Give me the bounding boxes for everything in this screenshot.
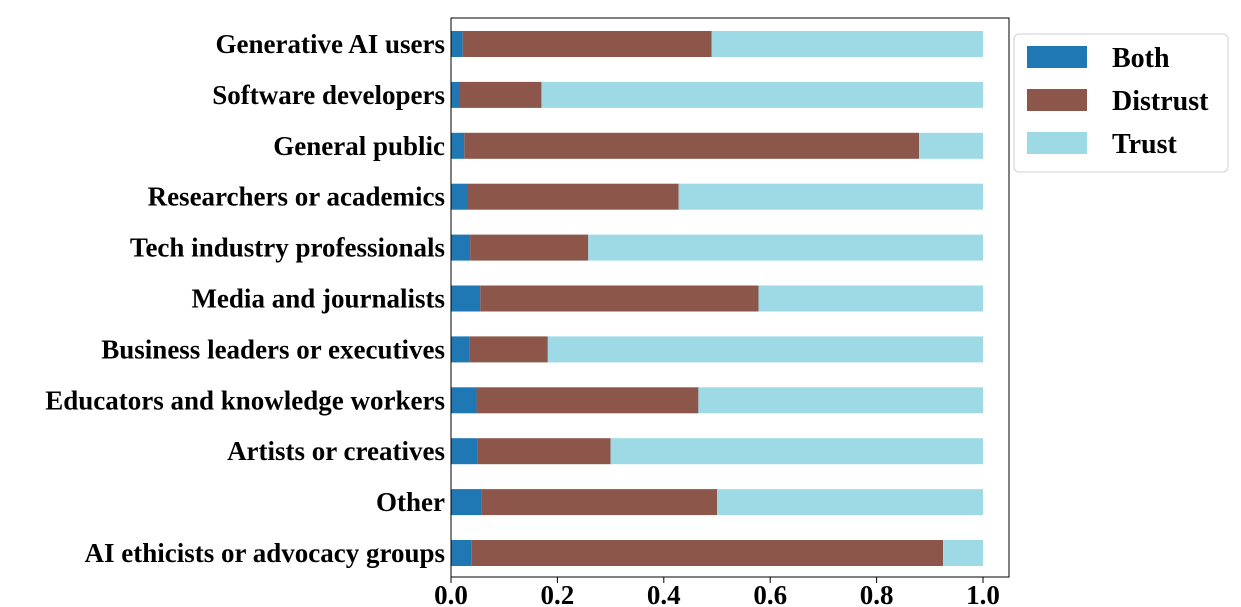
category-label: AI ethicists or advocacy groups (84, 538, 445, 568)
x-tick-label: 0.4 (647, 580, 681, 607)
bar-both-2 (451, 132, 465, 159)
legend-swatch-distrust (1027, 89, 1087, 111)
bars-group (451, 31, 983, 566)
legend-label-trust: Trust (1112, 129, 1177, 160)
category-labels: Generative AI users Software developers Ge… (45, 29, 445, 568)
bar-distrust-8 (477, 438, 611, 465)
bar-both-7 (451, 387, 477, 414)
category-label: Researchers or academics (148, 182, 445, 212)
legend-swatch-trust (1027, 132, 1087, 154)
bar-both-9 (451, 489, 482, 516)
bar-distrust-7 (476, 387, 699, 414)
category-label: Media and journalists (191, 284, 445, 314)
bar-trust-4 (588, 234, 983, 261)
legend-label-both: Both (1112, 43, 1170, 74)
bar-distrust-0 (462, 31, 712, 57)
category-label: Artists or creatives (227, 436, 445, 466)
bar-trust-9 (717, 489, 983, 516)
bar-trust-1 (541, 81, 983, 108)
bar-distrust-2 (464, 132, 920, 159)
bar-distrust-9 (481, 489, 717, 516)
bar-both-10 (451, 540, 472, 566)
x-tick-label: 1.0 (966, 580, 1000, 607)
x-tick-label: 0.0 (434, 580, 468, 607)
legend-label-distrust: Distrust (1112, 86, 1209, 117)
bar-both-8 (451, 438, 478, 465)
bar-trust-3 (678, 183, 983, 210)
category-label: Other (376, 487, 445, 517)
category-label: Software developers (212, 80, 445, 110)
bar-distrust-6 (469, 336, 548, 363)
bar-trust-5 (758, 285, 983, 312)
category-label: Business leaders or executives (101, 334, 445, 364)
plot-frame (450, 17, 1010, 578)
category-label: Educators and knowledge workers (45, 385, 445, 415)
legend: Both Distrust Trust (1013, 33, 1229, 173)
bar-trust-8 (610, 438, 983, 465)
category-label: General public (273, 131, 445, 161)
bar-distrust-10 (471, 540, 944, 566)
bar-trust-0 (711, 31, 983, 57)
bar-both-6 (451, 336, 470, 363)
bar-distrust-4 (470, 234, 589, 261)
x-tick-label: 0.8 (860, 580, 894, 607)
bar-both-4 (451, 234, 471, 261)
x-axis-ticks: 0.0 0.2 0.4 0.6 0.8 1.0 (434, 577, 1000, 607)
x-tick-label: 0.2 (541, 580, 575, 607)
bar-both-0 (451, 31, 463, 57)
bar-distrust-1 (458, 81, 542, 108)
category-label: Generative AI users (216, 29, 445, 59)
category-label: Tech industry professionals (130, 233, 445, 263)
bar-both-5 (451, 285, 481, 312)
legend-swatch-both (1027, 46, 1087, 68)
bar-trust-7 (698, 387, 983, 414)
x-tick-label: 0.6 (753, 580, 787, 607)
bar-trust-10 (943, 540, 983, 566)
bar-both-1 (451, 81, 459, 108)
bar-trust-2 (919, 132, 983, 159)
bar-distrust-5 (480, 285, 759, 312)
bar-both-3 (451, 183, 467, 210)
bar-trust-6 (547, 336, 983, 363)
bar-distrust-3 (466, 183, 679, 210)
